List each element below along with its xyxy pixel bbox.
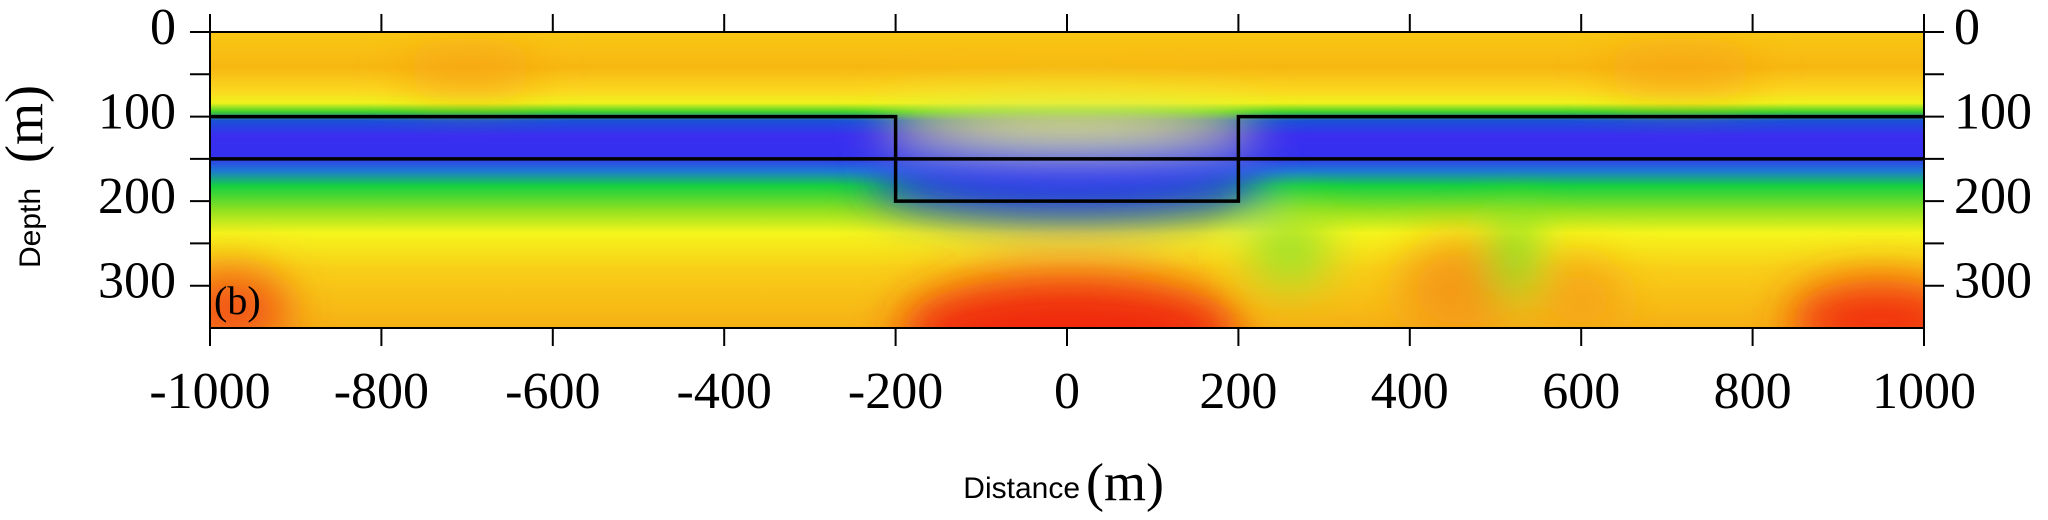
- field-image: [210, 32, 1924, 328]
- y-tick-label: 200: [98, 168, 176, 225]
- x-axis-unit: (m): [1086, 452, 1164, 512]
- x-tick-label: -200: [848, 363, 943, 420]
- x-tick-label: 800: [1714, 363, 1792, 420]
- y-tick-label-right: 0: [1954, 0, 1980, 56]
- y-tick-label: 300: [98, 253, 176, 310]
- x-tick-label: 1000: [1872, 363, 1976, 420]
- y-tick-label: 0: [150, 0, 176, 56]
- x-tick-label: 0: [1054, 363, 1080, 420]
- y-tick-label: 100: [98, 84, 176, 141]
- y-axis-label: Depth: [14, 188, 47, 268]
- boundary-line: [210, 114, 1924, 203]
- x-tick-label: -1000: [149, 363, 270, 420]
- y-axis-unit: (m): [0, 85, 54, 163]
- x-tick-label: -600: [505, 363, 600, 420]
- y-tick-label-right: 200: [1954, 168, 2032, 225]
- annotation: (b): [214, 278, 261, 323]
- x-tick-label: -400: [677, 363, 772, 420]
- x-tick-label: 200: [1199, 363, 1277, 420]
- y-tick-label-right: 100: [1954, 84, 2032, 141]
- y-tick-label-right: 300: [1954, 253, 2032, 310]
- x-axis-label: Distance: [963, 472, 1080, 505]
- x-tick-label: 600: [1542, 363, 1620, 420]
- x-tick-label: 400: [1371, 363, 1449, 420]
- x-tick-label: -800: [334, 363, 429, 420]
